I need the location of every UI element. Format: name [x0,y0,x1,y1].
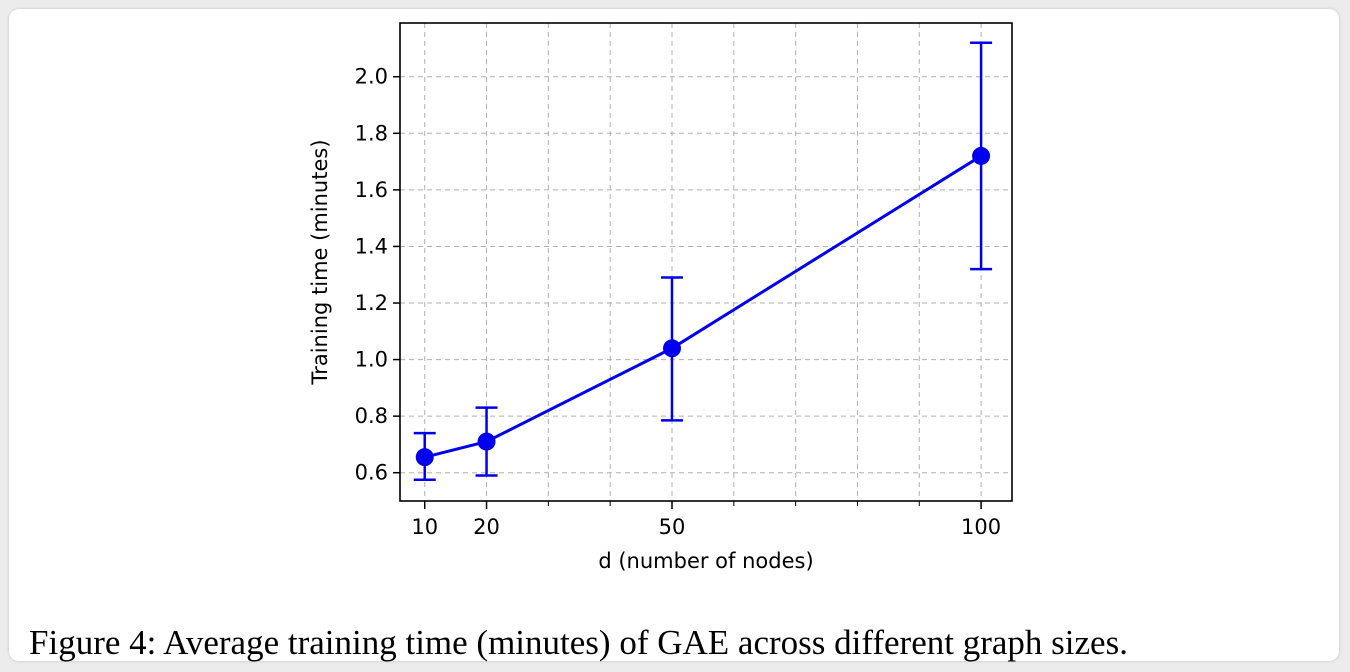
chart: 0.6 0.8 1.0 1.2 1.4 1.6 1.8 2.0 10 20 50 100 d (num… [308,22,1013,573]
y-tick-label: 1.4 [355,234,388,258]
x-tick-label: 20 [473,515,500,539]
figure-caption: Figure 4: Average training time (minutes… [29,623,1128,662]
series-line [424,154,982,459]
x-axis-label: d (number of nodes) [598,549,813,573]
data-point [477,432,496,451]
y-tick-label: 1.0 [355,348,388,372]
axes: 0.6 0.8 1.0 1.2 1.4 1.6 1.8 2.0 10 20 50 100 [355,22,1013,539]
data-point [663,339,681,358]
y-tick-label: 1.2 [355,291,388,315]
y-tick-label: 2.0 [355,65,388,89]
y-axis-label: Training time (minutes) [308,139,332,385]
y-tick-label: 0.6 [355,461,388,485]
x-tick-label: 50 [659,515,686,539]
y-tick-label: 0.8 [355,404,388,428]
x-tick-label: 10 [411,515,438,539]
figure-card: 0.6 0.8 1.0 1.2 1.4 1.6 1.8 2.0 10 20 50 100 d (num… [9,9,1339,662]
grid [400,23,1012,501]
series [413,41,993,482]
data-point [972,146,991,165]
data-point [415,448,434,467]
x-tick-label: 100 [961,515,1001,539]
y-tick-label: 1.8 [355,121,388,145]
y-tick-label: 1.6 [355,178,388,202]
plot-frame [399,22,1013,502]
